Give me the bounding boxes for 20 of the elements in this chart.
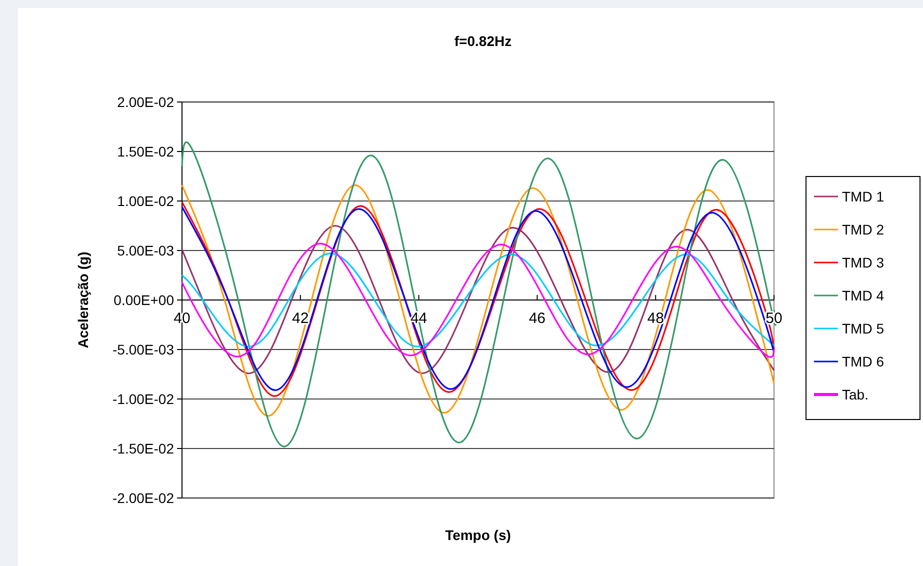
y-tick-label: 5.00E-03 bbox=[117, 242, 174, 258]
x-tick-label: 46 bbox=[528, 310, 546, 327]
legend-label: TMD 6 bbox=[842, 354, 884, 370]
y-tick-label: 0.00E+00 bbox=[114, 292, 174, 308]
y-tick-label: -1.00E-02 bbox=[112, 391, 174, 407]
y-tick-label: -2.00E-02 bbox=[112, 490, 174, 506]
y-tick-label: 1.50E-02 bbox=[117, 144, 174, 160]
legend-label: TMD 1 bbox=[842, 188, 884, 204]
legend-label: TMD 2 bbox=[842, 222, 884, 238]
legend-label: TMD 4 bbox=[842, 288, 884, 304]
y-tick-label: 1.00E-02 bbox=[117, 193, 174, 209]
y-axis-title: Aceleração (g) bbox=[75, 252, 91, 348]
legend-label: TMD 3 bbox=[842, 254, 884, 270]
y-tick-label: 2.00E-02 bbox=[117, 94, 174, 110]
legend-label: TMD 5 bbox=[842, 320, 884, 336]
legend-label: Tab. bbox=[842, 386, 868, 402]
x-axis-title: Tempo (s) bbox=[445, 527, 511, 543]
y-tick-label: -5.00E-03 bbox=[112, 342, 174, 358]
y-tick-label: -1.50E-02 bbox=[112, 440, 174, 456]
chart-title: f=0.82Hz bbox=[454, 33, 512, 49]
